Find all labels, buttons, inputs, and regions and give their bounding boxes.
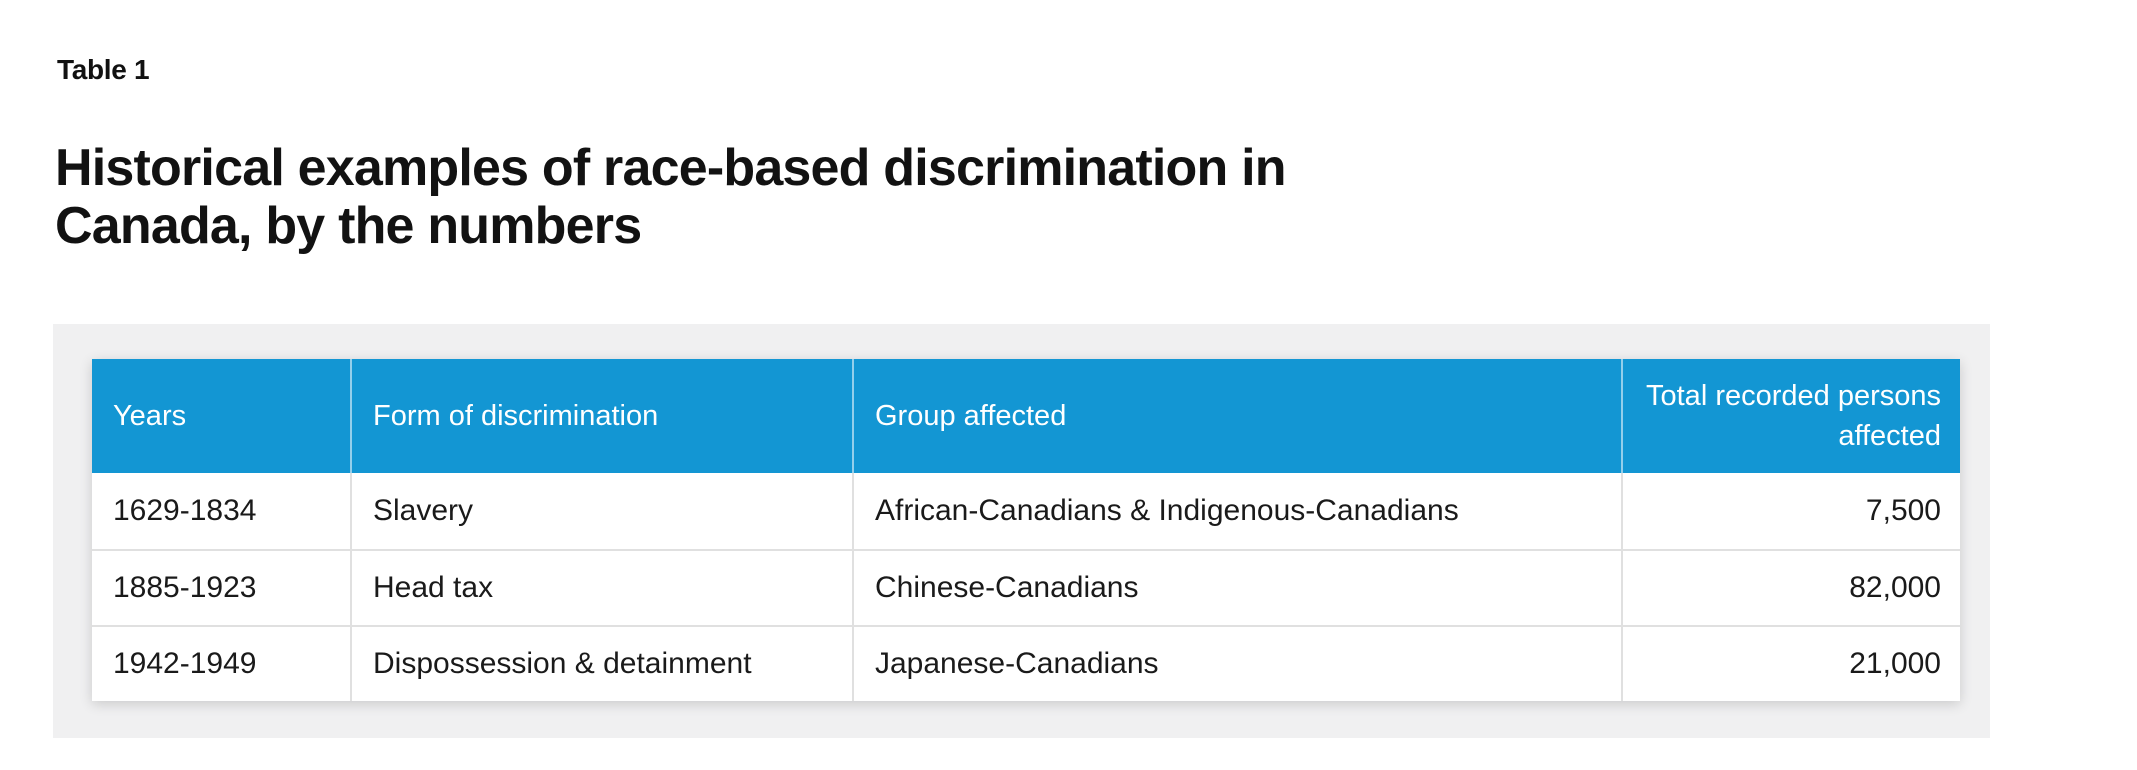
- cell-form: Head tax: [350, 549, 852, 625]
- cell-years: 1629-1834: [92, 473, 350, 549]
- cell-total: 82,000: [1621, 549, 1960, 625]
- cell-group: African-Canadians & Indigenous-Canadians: [852, 473, 1621, 549]
- data-table: Years Form of discrimination Group affec…: [92, 359, 1960, 701]
- column-header-total-recorded-persons-affected: Total recorded persons affected: [1621, 359, 1960, 473]
- column-header-years: Years: [92, 359, 350, 473]
- table-number-label: Table 1: [57, 54, 150, 85]
- figure-title: Historical examples of race-based discri…: [55, 139, 1287, 255]
- cell-years: 1942-1949: [92, 625, 350, 701]
- figure-title-line-1: Historical examples of race-based discri…: [55, 139, 1287, 197]
- cell-total: 21,000: [1621, 625, 1960, 701]
- cell-total: 7,500: [1621, 473, 1960, 549]
- figure-title-line-2: Canada, by the numbers: [55, 197, 642, 255]
- cell-group: Chinese-Canadians: [852, 549, 1621, 625]
- column-header-group-affected: Group affected: [852, 359, 1621, 473]
- table-background-panel: Years Form of discrimination Group affec…: [53, 324, 1990, 738]
- cell-form: Slavery: [350, 473, 852, 549]
- cell-years: 1885-1923: [92, 549, 350, 625]
- cell-form: Dispossession & detainment: [350, 625, 852, 701]
- column-header-form-of-discrimination: Form of discrimination: [350, 359, 852, 473]
- cell-group: Japanese-Canadians: [852, 625, 1621, 701]
